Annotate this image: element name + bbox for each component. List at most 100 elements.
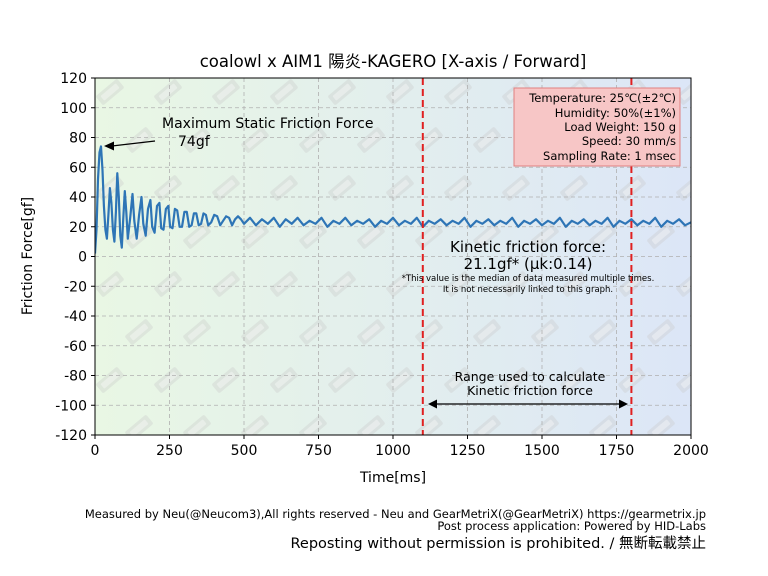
watermark-mark (502, 367, 530, 393)
watermark-mark (125, 319, 153, 345)
watermark-mark (589, 415, 617, 435)
watermark-mark (502, 175, 530, 201)
watermark-mark (473, 415, 501, 435)
watermark-mark (183, 127, 211, 153)
watermark-mark (212, 175, 240, 201)
watermark-mark (473, 319, 501, 345)
watermark-mark (299, 127, 327, 153)
x-tick-label: 0 (91, 443, 100, 459)
chart-title: coalowl x AIM1 陽炎-KAGERO [X-axis / Forwa… (200, 52, 587, 71)
watermark-mark (357, 127, 385, 153)
kinetic-note-1: *This value is the median of data measur… (402, 274, 655, 284)
max-static-title: Maximum Static Friction Force (162, 116, 373, 132)
x-axis-label: Time[ms] (359, 470, 426, 486)
x-tick-label: 500 (231, 443, 258, 459)
watermark-mark (212, 79, 240, 105)
x-tick-label: 2000 (673, 443, 709, 459)
y-tick-label: -60 (64, 339, 87, 355)
max-static-arrow-head (104, 141, 114, 151)
watermark-mark (473, 127, 501, 153)
x-tick-label: 1500 (524, 443, 560, 459)
watermark-mark (357, 319, 385, 345)
watermark-mark (415, 319, 443, 345)
footer-credit: Measured by Neu(@Neucom3),All rights res… (84, 507, 706, 521)
watermark-mark (589, 319, 617, 345)
condition-temperature: Temperature: 25℃(±2℃) (528, 91, 676, 105)
range-arrow-left-head (428, 399, 437, 409)
range-arrow-right-head (619, 399, 628, 409)
y-tick-label: -20 (64, 279, 87, 295)
watermark-mark (183, 319, 211, 345)
condition-load-weight: Load Weight: 150 g (564, 120, 676, 134)
y-axis-label: Friction Force[gf] (20, 197, 36, 315)
watermark-mark (357, 223, 385, 249)
max-static-arrow-line (111, 140, 156, 147)
watermark-mark (531, 319, 559, 345)
watermark-mark (270, 175, 298, 201)
watermark-mark (560, 271, 588, 297)
y-tick-label: 100 (60, 101, 87, 117)
watermark-mark (386, 175, 414, 201)
x-tick-label: 250 (156, 443, 183, 459)
watermark-mark (241, 415, 269, 435)
watermark-mark (618, 271, 646, 297)
watermark-mark (154, 271, 182, 297)
footer-repost-warning: Reposting without permission is prohibit… (290, 536, 707, 552)
watermark-mark (328, 367, 356, 393)
y-tick-label: -40 (64, 309, 87, 325)
watermark-mark (96, 271, 124, 297)
watermark-mark (676, 79, 691, 105)
watermark-mark (357, 415, 385, 435)
watermark-mark (589, 223, 617, 249)
footer-powered-by: Post process application: Powered by HID… (437, 519, 706, 533)
conditions-box (513, 87, 681, 167)
watermark-mark (125, 127, 153, 153)
watermark-mark (241, 223, 269, 249)
data-series (95, 145, 691, 254)
watermark-mark (647, 415, 675, 435)
axis-ticks: 0 250 500 750 1000 1250 1500 1750 2000-120-100-8… (55, 71, 709, 459)
watermark-mark (299, 319, 327, 345)
watermark-mark (704, 126, 733, 153)
watermark-mark (704, 318, 733, 345)
y-tick-label: 120 (60, 71, 87, 87)
watermark-mark (241, 319, 269, 345)
y-tick-label: 60 (69, 160, 87, 176)
watermark-mark (444, 79, 472, 105)
condition-humidity: Humidity: 50%(±1%) (555, 106, 676, 120)
x-tick-label: 1750 (599, 443, 635, 459)
watermark-mark (444, 271, 472, 297)
watermark-mark (328, 79, 356, 105)
x-tick-label: 750 (305, 443, 332, 459)
watermark-mark (270, 79, 298, 105)
watermark-mark (96, 367, 124, 393)
kinetic-value: 21.1gf* (μk:0.14) (464, 255, 593, 273)
watermark-mark (676, 175, 691, 201)
kinetic-note-2: It is not necessarily linked to this gra… (443, 285, 613, 295)
range-label-1: Range used to calculate (455, 369, 606, 384)
watermark-mark (328, 271, 356, 297)
condition-sampling-rate: Sampling Rate: 1 msec (543, 149, 676, 163)
watermark-mark (531, 223, 559, 249)
watermark-mark (647, 319, 675, 345)
max-static-value: 74gf (178, 134, 211, 150)
watermark-mark (299, 223, 327, 249)
y-tick-label: 0 (78, 250, 87, 266)
series-line (95, 145, 691, 254)
watermark-mark (212, 271, 240, 297)
y-tick-label: -120 (55, 428, 87, 444)
watermark-mark (328, 175, 356, 201)
watermark-mark (415, 223, 443, 249)
x-tick-label: 1250 (450, 443, 486, 459)
y-tick-label: -100 (55, 398, 87, 414)
watermark-mark (183, 223, 211, 249)
watermark-mark (386, 79, 414, 105)
watermark-mark (270, 367, 298, 393)
watermark-mark (676, 367, 691, 393)
watermark-mark (502, 271, 530, 297)
y-tick-label: 40 (69, 190, 87, 206)
watermark-mark (704, 414, 733, 441)
watermark-mark (241, 127, 269, 153)
watermark-mark (96, 79, 124, 105)
